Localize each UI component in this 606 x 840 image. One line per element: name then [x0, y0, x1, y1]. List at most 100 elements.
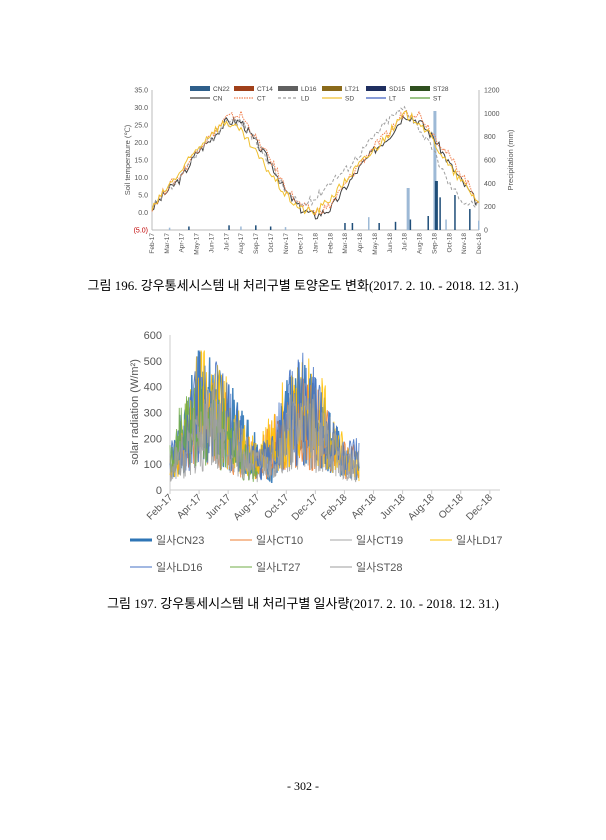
legend-label-일사LD16: 일사LD16 [156, 560, 203, 574]
x-tick-label: Jul-17 [223, 233, 230, 251]
y2-axis-title: Precipitation (mm) [506, 129, 515, 190]
precipitation-bar [439, 197, 441, 230]
x-tick-label: Mar-17 [164, 233, 171, 254]
y-tick-label: 400 [144, 382, 162, 394]
legend-label-LD: LD [301, 96, 310, 103]
legend-swatch-LT21 [322, 86, 342, 91]
precipitation-bar [284, 227, 287, 230]
legend-swatch-CT14 [234, 86, 254, 91]
precipitation-bar [344, 223, 346, 230]
legend-swatch-ST28 [410, 86, 430, 91]
y-tick-label: (5.0) [134, 228, 148, 235]
x-tick-label: Jun-18 [387, 233, 394, 253]
legend-label-일사LD17: 일사LD17 [456, 533, 503, 547]
legend-label-CT: CT [257, 96, 266, 103]
y2-tick-label: 600 [484, 158, 496, 165]
series-line-일사ST28 [169, 387, 360, 483]
series-line-CN [151, 115, 480, 220]
figure-196-caption: 그림 196. 강우통세시스템 내 처리구별 토양온도 변화(2017. 2. … [87, 278, 519, 293]
precipitation-bar [351, 223, 354, 230]
precipitation-bar [255, 225, 257, 230]
legend-label-일사CT10: 일사CT10 [256, 533, 303, 547]
x-tick-label: Aug-18 [417, 233, 424, 254]
y2-tick-label: 400 [484, 181, 496, 188]
precipitation-bar [406, 188, 410, 230]
legend-label-CN22: CN22 [213, 86, 230, 93]
legend-label-CN: CN [213, 96, 223, 103]
y-tick-label: 35.0 [134, 88, 148, 95]
y-axis-title: solar radiation (W/m²) [129, 359, 141, 465]
y-tick-label: 0 [156, 485, 162, 497]
legend-label-일사CT19: 일사CT19 [356, 533, 403, 547]
legend-label-ST: ST [433, 96, 441, 103]
x-tick-label: May-18 [372, 233, 379, 255]
x-tick-label: Nov-17 [283, 233, 290, 254]
x-tick-label: Oct-18 [437, 492, 466, 521]
x-tick-label: Apr-17 [179, 233, 186, 253]
series-line-LD [151, 105, 480, 209]
precipitation-bar [269, 226, 272, 230]
x-tick-label: Aug-18 [406, 492, 437, 523]
x-tick-label: Dec-17 [290, 492, 321, 523]
y-tick-label: 30.0 [134, 105, 148, 112]
x-tick-label: Mar-18 [342, 233, 349, 254]
legend-label-LD16: LD16 [301, 86, 317, 93]
precipitation-bar [454, 195, 456, 230]
legend-label-LT: LT [389, 96, 396, 103]
precipitation-bar [394, 221, 397, 230]
y-tick-label: 200 [144, 433, 162, 445]
y-tick-label: 15.0 [134, 158, 148, 165]
figure-197-caption: 그림 197. 강우통세시스템 내 처리구별 일사량(2017. 2. 10. … [107, 596, 499, 611]
legend-label-LT21: LT21 [345, 86, 360, 93]
precipitation-bar [478, 220, 480, 230]
x-tick-label: Jun-17 [208, 233, 215, 253]
series-line-CT [151, 108, 480, 216]
x-tick-label: Dec-18 [464, 492, 495, 523]
precipitation-bar [378, 223, 380, 230]
legend-swatch-LD16 [278, 86, 298, 91]
y-tick-label: 300 [144, 408, 162, 420]
y-tick-label: 20.0 [134, 140, 148, 147]
legend-label-일사ST28: 일사ST28 [356, 560, 403, 574]
y-tick-label: 5.0 [138, 193, 148, 200]
legend-swatch-CN22 [190, 86, 210, 91]
precipitation-bar [228, 225, 230, 230]
x-tick-label: Feb-18 [327, 233, 334, 254]
legend-label-CT14: CT14 [257, 86, 273, 93]
solar-radiation-chart: 0 100 200 300 400 500 600 solar radiation (W/m²… [129, 330, 503, 574]
y-tick-label: 0.0 [138, 210, 148, 217]
y-tick-label: 500 [144, 356, 162, 368]
soil-temperature-chart: (5.0) 0.0 5.0 10.0 15.0 20.0 25.0 30.0 35.0 0 200 4… [123, 86, 515, 255]
y2-tick-label: 1000 [484, 111, 500, 118]
x-tick-label: Jun-18 [378, 492, 408, 522]
x-tick-label: Jul-18 [402, 233, 409, 251]
x-tick-label: Sep-17 [253, 233, 260, 254]
y2-tick-label: 200 [484, 204, 496, 211]
legend-label-ST28: ST28 [433, 86, 449, 93]
series-line-SD [151, 110, 480, 216]
legend-label-일사CN23: 일사CN23 [156, 533, 204, 547]
x-tick-label: Apr-17 [175, 492, 204, 521]
y-tick-label: 10.0 [134, 175, 148, 182]
x-tick-label: Jan-18 [313, 233, 320, 253]
x-tick-label: Dec-18 [476, 233, 483, 254]
precipitation-bar [427, 216, 429, 230]
x-tick-label: Oct-17 [268, 233, 275, 253]
x-tick-label: Sep-18 [431, 233, 438, 254]
precipitation-bar [240, 226, 242, 230]
precipitation-bar [409, 219, 412, 230]
x-tick-label: Feb-18 [319, 492, 349, 522]
y2-tick-label: 800 [484, 134, 496, 141]
y-tick-label: 600 [144, 330, 162, 342]
x-tick-label: Feb-17 [149, 233, 156, 254]
precipitation-bar [168, 227, 171, 230]
y-axis-title: Soil temperature (℃) [123, 124, 132, 195]
page-number: - 302 - [287, 779, 319, 793]
y2-tick-label: 0 [484, 228, 488, 235]
x-tick-label: May-17 [194, 233, 201, 255]
x-tick-label: Oct-18 [446, 233, 453, 253]
x-tick-label: Dec-17 [298, 233, 305, 254]
x-tick-label: Apr-18 [350, 492, 379, 521]
precipitation-bar [434, 181, 438, 230]
